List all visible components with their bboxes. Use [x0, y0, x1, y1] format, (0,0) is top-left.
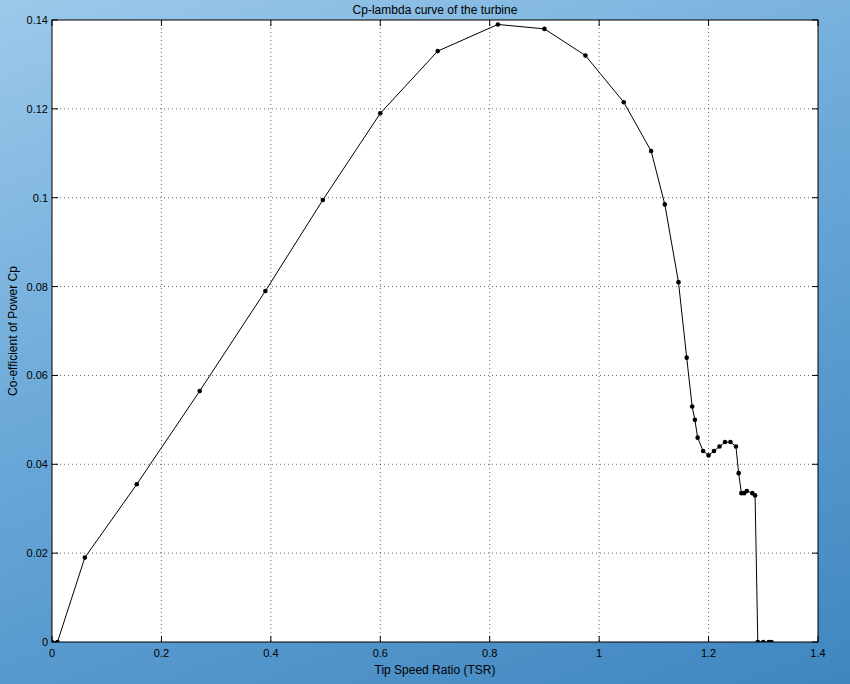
data-point [753, 493, 758, 498]
grid-line [52, 286, 818, 287]
data-point [135, 482, 140, 487]
data-point [734, 444, 739, 449]
plot-area [52, 20, 818, 642]
y-tick-label: 0 [42, 636, 48, 648]
data-point [717, 444, 722, 449]
tick-mark [812, 553, 818, 554]
tick-mark [708, 20, 709, 26]
data-point [663, 202, 668, 207]
x-tick-label: 1.4 [810, 647, 825, 659]
x-tick-label: 0 [49, 647, 55, 659]
grid-line [708, 20, 709, 642]
data-point [583, 53, 588, 58]
data-point [321, 198, 326, 203]
tick-mark [599, 20, 600, 26]
data-point [197, 389, 202, 394]
grid-line [52, 553, 818, 554]
data-point [723, 440, 728, 445]
data-point [496, 22, 501, 27]
data-point [745, 489, 750, 494]
y-tick-label: 0.04 [27, 458, 48, 470]
tick-mark [52, 286, 58, 287]
data-point [263, 289, 268, 294]
x-tick-label: 0.2 [154, 647, 169, 659]
tick-mark [52, 197, 58, 198]
tick-mark [161, 20, 162, 26]
data-point [684, 355, 689, 360]
tick-mark [52, 464, 58, 465]
data-point [690, 404, 695, 409]
data-point [435, 49, 440, 54]
data-point [736, 471, 741, 476]
chart-title: Cp-lambda curve of the turbine [353, 3, 518, 17]
series-group [52, 22, 774, 642]
tick-mark [52, 375, 58, 376]
grid-line [270, 20, 271, 642]
tick-mark [270, 636, 271, 642]
data-point [769, 640, 774, 642]
y-tick-label: 0.06 [27, 369, 48, 381]
tick-mark [812, 108, 818, 109]
data-point [542, 27, 547, 32]
x-tick-label: 1.2 [701, 647, 716, 659]
tick-mark [599, 636, 600, 642]
data-point [52, 640, 54, 642]
tick-mark [812, 197, 818, 198]
tick-mark [380, 636, 381, 642]
y-axis-title: Co-efficient of Power Cp [6, 266, 20, 396]
data-point [756, 640, 761, 642]
data-point [728, 440, 733, 445]
y-tick-label: 0.08 [27, 281, 48, 293]
data-point [378, 111, 383, 116]
data-point [621, 100, 626, 105]
y-tick-label: 0.14 [27, 14, 48, 26]
tick-mark [380, 20, 381, 26]
data-point [693, 418, 698, 423]
data-point [55, 640, 60, 642]
tick-mark [708, 636, 709, 642]
tick-mark [812, 375, 818, 376]
grid-line [52, 197, 818, 198]
data-point [761, 640, 766, 642]
y-tick-label: 0.12 [27, 103, 48, 115]
grid-line [52, 375, 818, 376]
x-tick-label: 0.8 [482, 647, 497, 659]
tick-mark [52, 553, 58, 554]
data-point [676, 280, 681, 285]
y-tick-label: 0.1 [33, 192, 48, 204]
data-point [701, 449, 706, 454]
tick-mark [161, 636, 162, 642]
grid-line [599, 20, 600, 642]
tick-mark [52, 108, 58, 109]
tick-mark [489, 20, 490, 26]
data-point [706, 453, 711, 458]
data-line [52, 24, 771, 642]
tick-mark [489, 636, 490, 642]
y-tick-label: 0.02 [27, 547, 48, 559]
x-tick-label: 0.4 [263, 647, 278, 659]
tick-mark [812, 464, 818, 465]
x-tick-label: 0.6 [373, 647, 388, 659]
data-point [83, 555, 88, 560]
data-point [712, 449, 717, 454]
grid-line [489, 20, 490, 642]
chart: 0 0.2 0.4 0.6 0.8 1 1.2 1.4 0 0.02 0.04 0.06 0.08 0.1… [0, 0, 850, 684]
data-point [649, 149, 654, 154]
data-point [695, 435, 700, 440]
tick-mark [270, 20, 271, 26]
grid-line [161, 20, 162, 642]
x-axis-title: Tip Speed Ratio (TSR) [375, 663, 496, 677]
tick-mark [812, 286, 818, 287]
x-tick-label: 1 [596, 647, 602, 659]
grid-line [52, 464, 818, 465]
plot-frame [52, 20, 818, 642]
grid-line [52, 108, 818, 109]
